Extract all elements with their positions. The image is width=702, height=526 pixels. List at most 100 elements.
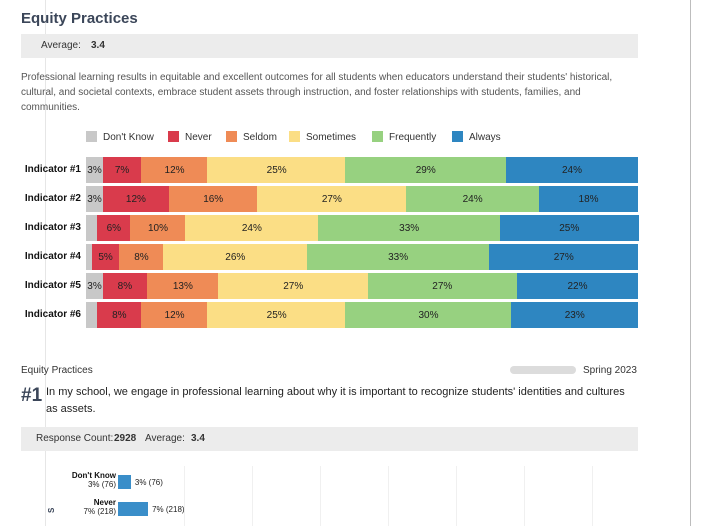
bar-segment: [86, 244, 93, 270]
legend-label: Sometimes: [306, 132, 357, 143]
bar-segment: [86, 302, 98, 328]
legend-label: Seldom: [243, 132, 277, 143]
data-label: 8%: [117, 280, 133, 292]
data-label: 33%: [388, 251, 409, 263]
legend-label: Frequently: [389, 132, 437, 143]
row-label: Indicator #6: [24, 309, 81, 320]
bar-segment: 13%: [146, 273, 219, 299]
response-count-label: Response Count:: [36, 433, 114, 444]
data-label: 16%: [203, 193, 224, 205]
data-label: 7%: [114, 164, 130, 176]
data-label: 27%: [432, 280, 453, 292]
bar-segment: 29%: [345, 157, 507, 183]
bar-segment: 24%: [505, 157, 639, 183]
bar-segment: 23%: [511, 302, 639, 328]
bar-segment: 26%: [163, 244, 308, 270]
data-label: 13%: [172, 280, 193, 292]
item-bar-never: [118, 502, 149, 516]
question-average-value: 3.4: [191, 433, 205, 444]
data-label: 3%: [87, 193, 102, 205]
bar-segment: 8%: [102, 273, 148, 299]
question-average-label: Average:: [145, 433, 185, 444]
item-bar-dont-know: [118, 475, 131, 489]
data-label: 22%: [567, 280, 588, 292]
bar-segment: 5%: [91, 244, 120, 270]
footer-period: Spring 2023: [583, 365, 637, 376]
item-bar-label: 7% (218): [152, 505, 185, 514]
average-label: Average:: [41, 40, 81, 51]
row-label: Indicator #2: [24, 193, 81, 204]
item-sub: 7% (218): [83, 507, 116, 516]
bar-segment: 27%: [367, 273, 518, 299]
data-label: 27%: [321, 193, 342, 205]
bar-segment: 8%: [97, 302, 142, 328]
data-label: 3%: [87, 164, 102, 176]
bar-segment: 12%: [141, 157, 208, 183]
bar-segment: 6%: [97, 215, 131, 241]
legend-item-frequently: Frequently: [372, 131, 436, 143]
bar-segment: 27%: [218, 273, 368, 299]
average-banner: Average: 3.4: [21, 34, 638, 58]
row-label: Indicator #4: [24, 251, 81, 262]
data-label: 25%: [559, 222, 580, 234]
row-label: Indicator #3: [24, 222, 81, 233]
data-label: 10%: [147, 222, 168, 234]
gridline: [320, 466, 321, 526]
item-label-dont-know: Don't Know 3% (76): [36, 471, 116, 489]
gridline: [456, 466, 457, 526]
gridline: [252, 466, 253, 526]
axis-side-label: S: [47, 507, 56, 513]
bar-segment: 25%: [207, 157, 346, 183]
data-label: 24%: [241, 222, 262, 234]
gridline: [592, 466, 593, 526]
legend-swatch: [86, 131, 97, 142]
data-label: 29%: [415, 164, 436, 176]
item-name: Never: [93, 498, 116, 507]
legend-item-sometimes: Sometimes: [289, 131, 356, 143]
average-value: 3.4: [91, 40, 105, 51]
gridline: [184, 466, 185, 526]
bar-segment: 8%: [119, 244, 164, 270]
data-label: 12%: [164, 164, 185, 176]
redacted-district-name: [510, 366, 576, 374]
bar-segment: [86, 215, 98, 241]
data-label: 8%: [134, 251, 149, 263]
data-label: 25%: [266, 309, 287, 321]
data-label: 6%: [106, 222, 122, 234]
data-label: 23%: [564, 309, 585, 321]
page-title: Equity Practices: [21, 10, 138, 27]
bar-segment: 7%: [102, 157, 142, 183]
data-label: 30%: [418, 309, 439, 321]
bar-segment: 22%: [516, 273, 639, 299]
bar-segment: 10%: [130, 215, 186, 241]
page-edge: [690, 0, 691, 526]
data-label: 3%: [87, 280, 102, 292]
bar-segment: 3%: [86, 273, 104, 299]
bar-segment: 12%: [102, 186, 170, 212]
row-label: Indicator #1: [24, 164, 81, 175]
bar-segment: 24%: [406, 186, 540, 212]
bar-segment: 24%: [185, 215, 319, 241]
data-label: 12%: [125, 193, 146, 205]
item-name: Don't Know: [71, 471, 116, 480]
legend-swatch: [289, 131, 300, 142]
legend-label: Don't Know: [103, 132, 154, 143]
bar-segment: 25%: [207, 302, 346, 328]
question-text: In my school, we engage in professional …: [46, 386, 625, 415]
section-description: Professional learning results in equitab…: [21, 72, 613, 113]
data-label: 27%: [283, 280, 304, 292]
item-sub: 3% (76): [87, 480, 116, 489]
bar-segment: 25%: [500, 215, 639, 241]
legend-label: Always: [469, 132, 501, 143]
legend-swatch: [168, 131, 179, 142]
item-bar-label: 3% (76): [134, 478, 163, 487]
data-label: 12%: [164, 309, 185, 321]
legend-swatch: [452, 131, 463, 142]
data-label: 26%: [225, 251, 246, 263]
bar-segment: 18%: [538, 186, 639, 212]
legend-swatch: [372, 131, 383, 142]
footer-section-name: Equity Practices: [21, 365, 93, 376]
item-label-never: Never 7% (218): [36, 498, 116, 516]
legend-item-always: Always: [452, 131, 501, 143]
